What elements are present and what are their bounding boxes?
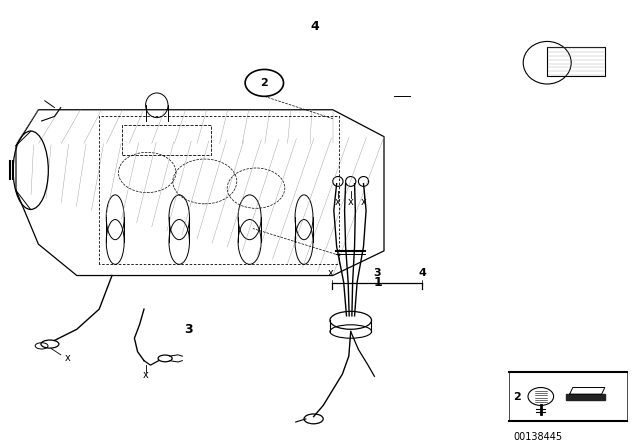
Text: x: x [348, 198, 353, 207]
Text: 4: 4 [419, 268, 426, 278]
Text: 3: 3 [184, 323, 193, 336]
Text: 3: 3 [374, 268, 381, 278]
Polygon shape [566, 394, 605, 400]
Text: x: x [328, 268, 333, 278]
Text: 2: 2 [260, 78, 268, 88]
Text: x: x [143, 370, 148, 380]
Text: 2: 2 [513, 392, 521, 402]
Text: 1: 1 [373, 276, 382, 289]
Text: x: x [361, 198, 366, 207]
Text: 00138445: 00138445 [513, 432, 562, 442]
Text: x: x [65, 353, 70, 362]
Bar [122, 125, 211, 155]
Text: x: x [335, 198, 340, 207]
Bar [547, 47, 605, 76]
Text: 4: 4 [310, 20, 319, 34]
